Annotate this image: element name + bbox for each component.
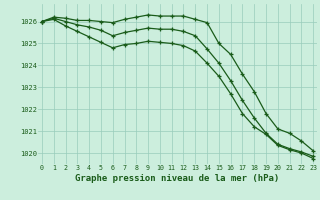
X-axis label: Graphe pression niveau de la mer (hPa): Graphe pression niveau de la mer (hPa) (76, 174, 280, 183)
